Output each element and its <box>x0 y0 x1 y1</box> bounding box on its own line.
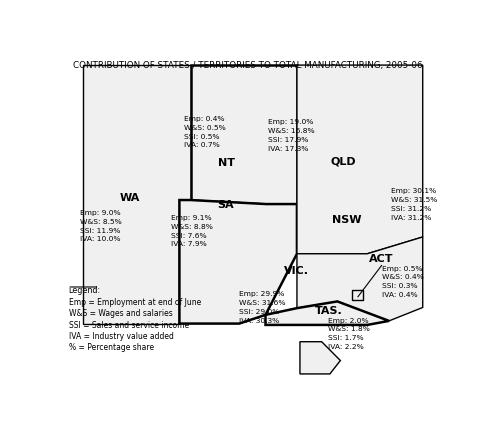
Text: VIC.: VIC. <box>284 266 309 276</box>
Text: IVA = Industry value added: IVA = Industry value added <box>69 332 173 341</box>
Text: ACT: ACT <box>369 254 394 264</box>
Text: Emp: 0.4%
W&S: 0.5%
SSI: 0.5%
IVA: 0.7%: Emp: 0.4% W&S: 0.5% SSI: 0.5% IVA: 0.7% <box>184 116 226 148</box>
Polygon shape <box>352 290 363 300</box>
Text: Emp = Employment at end of June: Emp = Employment at end of June <box>69 298 201 307</box>
Polygon shape <box>266 301 389 325</box>
Text: Emp: 2.0%
W&S: 1.8%
SSI: 1.7%
IVA: 2.2%: Emp: 2.0% W&S: 1.8% SSI: 1.7% IVA: 2.2% <box>328 317 370 350</box>
Text: Emp: 29.9%
W&S: 31.6%
SSI: 29.0%
IVA: 30.3%: Emp: 29.9% W&S: 31.6% SSI: 29.0% IVA: 30… <box>239 291 286 324</box>
Text: SSI = Sales and service income: SSI = Sales and service income <box>69 320 189 330</box>
Text: WA: WA <box>119 193 140 203</box>
Polygon shape <box>191 65 297 204</box>
Polygon shape <box>297 65 423 254</box>
Text: Legend:: Legend: <box>69 286 101 295</box>
Polygon shape <box>297 237 423 321</box>
Text: % = Percentage share: % = Percentage share <box>69 344 154 352</box>
Polygon shape <box>179 200 297 324</box>
Polygon shape <box>83 65 191 324</box>
Text: Emp: 19.0%
W&S: 16.8%
SSI: 17.9%
IVA: 17.3%: Emp: 19.0% W&S: 16.8% SSI: 17.9% IVA: 17… <box>268 119 315 152</box>
Text: QLD: QLD <box>330 157 356 167</box>
Text: W&S = Wages and salaries: W&S = Wages and salaries <box>69 309 172 318</box>
Text: Emp: 0.5%
W&S: 0.4%
SSI: 0.3%
IVA: 0.4%: Emp: 0.5% W&S: 0.4% SSI: 0.3% IVA: 0.4% <box>382 266 423 298</box>
Text: NSW: NSW <box>332 215 361 225</box>
Polygon shape <box>300 342 341 374</box>
Text: Emp: 9.0%
W&S: 8.5%
SSI: 11.9%
IVA: 10.0%: Emp: 9.0% W&S: 8.5% SSI: 11.9% IVA: 10.0… <box>80 210 122 242</box>
Text: SA: SA <box>217 200 233 210</box>
Text: Emp: 9.1%
W&S: 8.8%
SSI: 7.6%
IVA: 7.9%: Emp: 9.1% W&S: 8.8% SSI: 7.6% IVA: 7.9% <box>171 215 213 247</box>
Text: NT: NT <box>218 158 235 168</box>
Text: TAS.: TAS. <box>314 307 342 317</box>
Text: Emp: 30.1%
W&S: 31.5%
SSI: 31.2%
IVA: 31.2%: Emp: 30.1% W&S: 31.5% SSI: 31.2% IVA: 31… <box>391 188 437 221</box>
Text: CONTRIBUTION OF STATES / TERRITORIES TO TOTAL MANUFACTURING, 2005-06: CONTRIBUTION OF STATES / TERRITORIES TO … <box>73 61 422 70</box>
